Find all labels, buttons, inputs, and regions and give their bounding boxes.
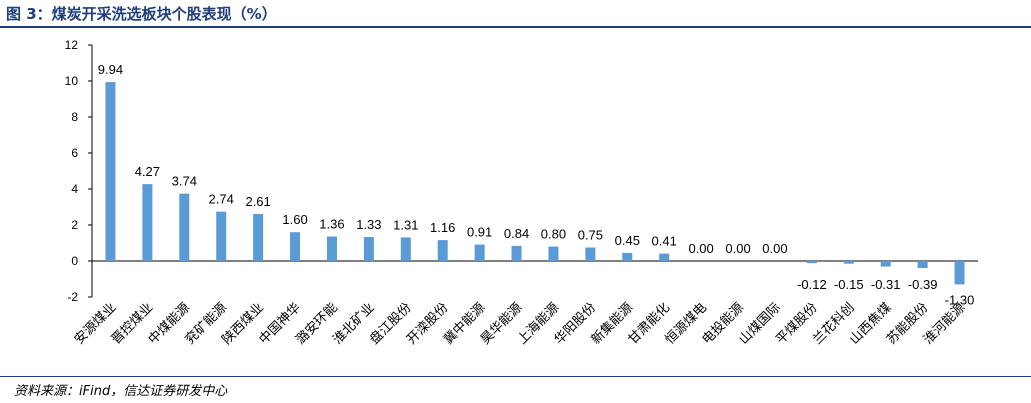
bar-chart: -2 0 2 4 6 8 10 12 9.94 4.27 3.74 2.74 2.61 1.60 1.36… bbox=[65, 38, 978, 348]
y-tick-label: 6 bbox=[71, 146, 78, 160]
data-label: 1.33 bbox=[356, 217, 381, 232]
y-tick-label: 8 bbox=[71, 110, 78, 124]
y-tick-label: 0 bbox=[71, 254, 78, 268]
bar bbox=[954, 261, 965, 285]
bars bbox=[105, 82, 965, 285]
data-label: 0.84 bbox=[504, 226, 529, 241]
data-label: 1.31 bbox=[393, 217, 418, 232]
data-label: 0.00 bbox=[688, 241, 713, 256]
title-divider bbox=[0, 26, 1031, 28]
y-tick-label: -2 bbox=[67, 290, 78, 304]
data-label: 2.74 bbox=[209, 192, 234, 207]
bar bbox=[290, 232, 301, 261]
data-label: -1.30 bbox=[945, 292, 975, 307]
data-label: -0.39 bbox=[908, 277, 938, 292]
bar bbox=[585, 247, 596, 261]
data-label: 4.27 bbox=[135, 164, 160, 179]
y-tick-label: 10 bbox=[65, 74, 79, 88]
data-label: 0.80 bbox=[541, 227, 566, 242]
data-label: 3.74 bbox=[172, 174, 197, 189]
bar bbox=[437, 240, 448, 261]
bar bbox=[142, 184, 153, 261]
y-tick-label: 4 bbox=[71, 182, 78, 196]
data-labels: 9.94 4.27 3.74 2.74 2.61 1.60 1.36 1.33 1.31 1.16… bbox=[98, 62, 975, 307]
bar bbox=[659, 253, 670, 261]
bar bbox=[806, 261, 817, 264]
bar bbox=[511, 245, 522, 261]
bar bbox=[548, 246, 559, 261]
bar bbox=[105, 82, 116, 261]
category-labels: 安源煤业晋控煤业中煤能源兖矿能源陕西煤业中国神华潞安环能淮北矿业盘江股份开滦股份… bbox=[72, 300, 968, 348]
bar bbox=[216, 211, 227, 261]
y-tick-label: 2 bbox=[71, 218, 78, 232]
bar bbox=[880, 261, 891, 267]
y-tick-label: 12 bbox=[65, 38, 79, 52]
bar bbox=[843, 261, 854, 264]
data-label: 1.16 bbox=[430, 220, 455, 235]
data-label: -0.12 bbox=[797, 277, 827, 292]
data-label: 1.36 bbox=[319, 217, 344, 232]
source-divider bbox=[0, 376, 1031, 377]
bar bbox=[253, 214, 264, 261]
bar bbox=[363, 237, 374, 261]
data-label: 9.94 bbox=[98, 62, 123, 77]
data-label: 2.61 bbox=[245, 194, 270, 209]
bar bbox=[622, 252, 633, 261]
data-label: 0.75 bbox=[578, 228, 603, 243]
bar bbox=[917, 261, 928, 269]
bar bbox=[400, 237, 411, 261]
data-label: 0.00 bbox=[725, 241, 750, 256]
data-label: 0.91 bbox=[467, 225, 492, 240]
bar bbox=[326, 236, 337, 261]
chart-title: 图 3：煤炭开采洗选板块个股表现（%） bbox=[6, 5, 277, 23]
data-label: 0.45 bbox=[615, 233, 640, 248]
bar bbox=[474, 244, 485, 261]
data-label: 1.60 bbox=[282, 212, 307, 227]
data-label: -0.31 bbox=[871, 277, 901, 292]
data-label: 0.00 bbox=[762, 241, 787, 256]
bar bbox=[179, 193, 190, 261]
data-label: -0.15 bbox=[834, 277, 864, 292]
y-axis: -2 0 2 4 6 8 10 12 bbox=[65, 38, 978, 304]
data-label: 0.41 bbox=[652, 234, 677, 249]
source-note: 资料来源：iFind，信达证券研发中心 bbox=[14, 384, 228, 399]
